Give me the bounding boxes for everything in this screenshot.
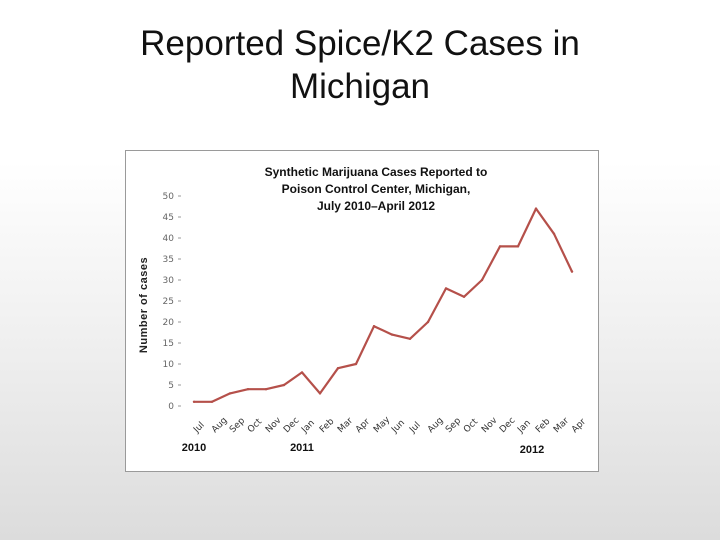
year-label-2010: 2010	[182, 442, 206, 454]
x-tick-label: Apr	[570, 417, 588, 435]
data-point	[444, 287, 448, 290]
y-tick-label: 40	[163, 234, 175, 244]
y-axis-label: Number of cases	[138, 257, 150, 353]
series-line-1	[192, 207, 574, 403]
x-tick-label: Sep	[228, 416, 247, 435]
data-point	[516, 245, 520, 248]
data-point	[228, 392, 232, 395]
x-tick-label: Dec	[498, 416, 517, 435]
data-point	[498, 245, 502, 248]
slide-title-line-2: Michigan	[289, 67, 431, 106]
slide-title-line-1: Reported Spice/K2 Cases in	[140, 24, 580, 63]
y-tick-label: 15	[163, 339, 174, 349]
data-point	[462, 295, 466, 298]
data-point	[300, 371, 304, 374]
x-tick-label: Feb	[534, 417, 553, 436]
x-tick-label: Dec	[282, 416, 301, 435]
y-axis: 0 5 10 15 20 25 30 35 40 45 50	[163, 192, 181, 412]
year-labels: 2010 2011 2012	[182, 442, 544, 456]
x-tick-label: Aug	[210, 416, 230, 436]
data-point	[336, 367, 340, 370]
x-tick-label: Nov	[480, 415, 500, 435]
x-tick-label: Jun	[389, 418, 407, 436]
x-tick-label: Apr	[354, 417, 372, 435]
y-tick-label: 50	[163, 192, 175, 202]
year-label-2012: 2012	[520, 444, 544, 456]
x-tick-label: Nov	[264, 415, 284, 435]
chart-title: Synthetic Marijuana Cases Reported to Poi…	[265, 165, 488, 213]
year-label-2011: 2011	[290, 442, 314, 454]
y-tick-label: 10	[163, 360, 175, 370]
x-tick-label: Mar	[336, 416, 355, 435]
data-point	[246, 388, 250, 391]
chart-frame: Synthetic Marijuana Cases Reported to Poi…	[125, 150, 599, 472]
data-point	[354, 362, 358, 366]
x-tick-label: Jul	[407, 420, 422, 435]
x-tick-label: Jul	[191, 420, 206, 435]
data-point	[282, 383, 286, 387]
x-tick-label: Sep	[444, 416, 463, 435]
data-point	[210, 400, 214, 403]
data-point	[534, 207, 538, 210]
x-tick-label: Mar	[552, 416, 571, 435]
data-point	[372, 325, 376, 328]
y-tick-label: 20	[163, 318, 175, 328]
data-point	[552, 232, 556, 235]
data-point	[480, 278, 484, 282]
data-point	[426, 320, 430, 324]
x-tick-label: May	[372, 414, 393, 435]
slide-title: Reported Spice/K2 Cases in Michigan	[60, 22, 660, 108]
x-tick-label: Jan	[299, 418, 317, 436]
data-point	[192, 400, 196, 403]
chart-title-line-2: Poison Control Center, Michigan,	[282, 182, 471, 196]
data-point	[318, 392, 322, 395]
y-tick-label: 30	[163, 276, 175, 286]
y-tick-label: 5	[168, 381, 174, 391]
data-point	[390, 333, 394, 336]
x-tick-label: Feb	[318, 417, 337, 436]
y-tick-label: 35	[163, 255, 174, 265]
y-tick-label: 45	[163, 213, 174, 223]
y-tick-label: 0	[168, 402, 174, 412]
x-tick-label: Oct	[246, 417, 264, 435]
x-tick-label: Jan	[515, 418, 533, 436]
y-tick-label: 25	[163, 297, 174, 307]
data-point	[408, 337, 412, 340]
line-chart: Synthetic Marijuana Cases Reported to Poi…	[138, 165, 588, 456]
series-lines	[192, 207, 574, 403]
y-axis-label-group: Number of cases	[138, 257, 150, 353]
chart-title-line-1: Synthetic Marijuana Cases Reported to	[265, 165, 488, 179]
chart-title-line-3: July 2010–April 2012	[317, 199, 435, 213]
x-tick-label: Oct	[462, 417, 480, 435]
data-point	[264, 388, 268, 391]
data-point	[570, 270, 574, 273]
x-tick-label: Aug	[426, 416, 446, 436]
